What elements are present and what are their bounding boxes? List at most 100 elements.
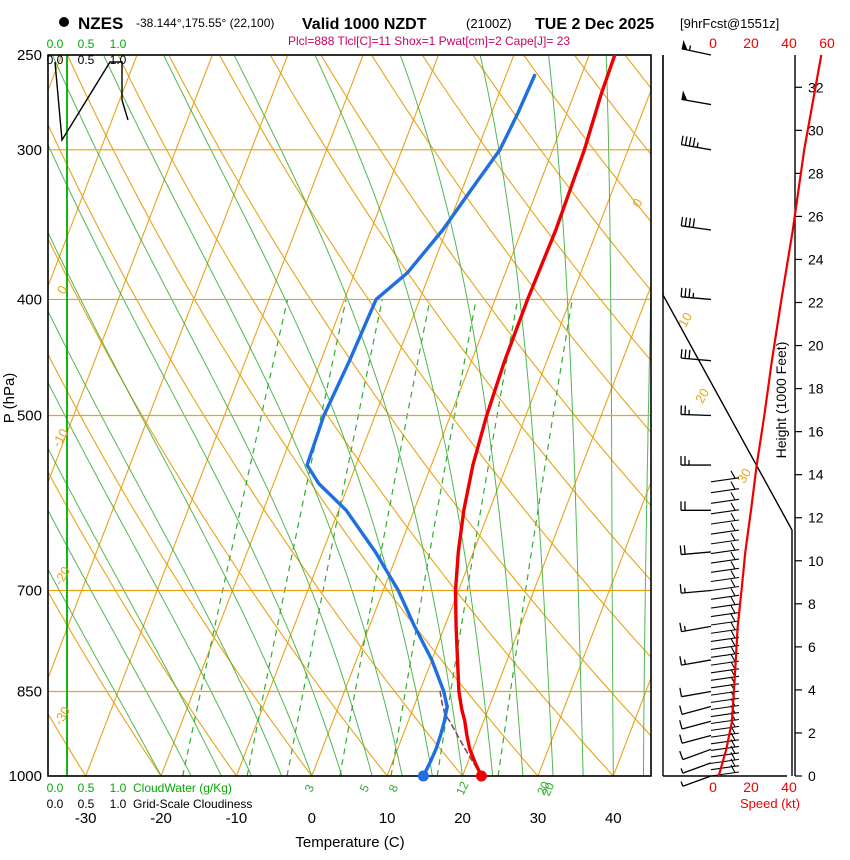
wind-barb <box>679 656 712 666</box>
svg-text:-10: -10 <box>226 810 248 827</box>
svg-text:26: 26 <box>808 208 824 224</box>
svg-text:16: 16 <box>808 424 824 440</box>
svg-text:20: 20 <box>808 338 824 354</box>
svg-text:500: 500 <box>17 408 42 425</box>
svg-text:40: 40 <box>605 810 622 827</box>
svg-text:30: 30 <box>734 466 754 486</box>
plot-frame <box>47 54 652 777</box>
svg-text:400: 400 <box>17 291 42 308</box>
svg-text:10: 10 <box>808 553 824 569</box>
svg-text:40: 40 <box>781 35 797 51</box>
svg-text:1000: 1000 <box>9 768 42 785</box>
axis-labels: 250 300 400 500 700 850 1000 -30 -20 -10 0 10 20 30 40… <box>1 47 622 851</box>
temperature-trace <box>453 55 617 776</box>
wind-barb <box>679 687 712 698</box>
surface-dewpoint-marker <box>417 770 429 782</box>
wind-barb <box>680 405 712 417</box>
wind-barb <box>680 775 712 787</box>
parcel-trace <box>439 690 483 776</box>
svg-text:1.0: 1.0 <box>110 53 127 67</box>
svg-text:60: 60 <box>819 35 835 51</box>
grid-lines <box>48 55 651 776</box>
svg-text:28: 28 <box>808 165 824 181</box>
svg-text:1.0: 1.0 <box>110 781 127 795</box>
svg-text:0: 0 <box>808 768 816 784</box>
svg-text:1.0: 1.0 <box>110 37 127 51</box>
wind-barb <box>679 720 712 730</box>
svg-text:0.0: 0.0 <box>47 37 64 51</box>
svg-text:20: 20 <box>692 386 712 406</box>
cloudwater-label: CloudWater (g/Kg) <box>133 781 232 795</box>
svg-text:12: 12 <box>808 510 824 526</box>
wind-barb <box>680 501 711 511</box>
wind-barb <box>679 748 712 761</box>
svg-text:0: 0 <box>709 35 717 51</box>
gridscale-label: Grid-Scale Cloudiness <box>133 797 252 811</box>
wind-barb <box>680 762 712 774</box>
svg-text:10: 10 <box>379 810 396 827</box>
svg-text:20: 20 <box>454 810 471 827</box>
wind-barb <box>680 216 712 231</box>
svg-text:20: 20 <box>743 779 759 795</box>
height-axis-label: Height (1000 Feet) <box>773 342 789 459</box>
surface-temperature-marker <box>475 770 487 782</box>
svg-text:12: 12 <box>453 779 471 797</box>
svg-text:20: 20 <box>743 35 759 51</box>
wind-barb <box>679 622 712 633</box>
wind-barb <box>679 545 712 556</box>
svg-text:18: 18 <box>808 381 824 397</box>
svg-text:0.0: 0.0 <box>47 53 64 67</box>
svg-text:2: 2 <box>808 725 816 741</box>
svg-text:850: 850 <box>17 683 42 700</box>
x-axis-label: Temperature (C) <box>295 834 404 851</box>
indices-line: Plcl=888 Tlcl[C]=11 Shox=1 Pwat[cm]=2 Ca… <box>288 34 570 48</box>
dewpoint-trace <box>305 73 537 776</box>
svg-text:40: 40 <box>781 779 797 795</box>
svg-text:0.5: 0.5 <box>78 781 95 795</box>
wind-barb <box>679 705 712 715</box>
wind-barb <box>680 456 711 466</box>
svg-text:6: 6 <box>808 639 816 655</box>
svg-text:-20: -20 <box>150 810 172 827</box>
forecast-label: [9hrFcst@1551z] <box>680 16 779 31</box>
svg-text:20: 20 <box>534 779 552 797</box>
wind-barb <box>679 584 712 594</box>
wind-barb <box>681 90 712 106</box>
svg-text:0: 0 <box>308 810 316 827</box>
y-axis-label: P (hPa) <box>1 373 18 424</box>
station-marker <box>59 17 69 27</box>
header: NZES -38.144°,175.55° (22,100) Valid 1000 … <box>59 14 779 48</box>
svg-text:30: 30 <box>808 122 824 138</box>
valid-date: TUE 2 Dec 2025 <box>535 16 654 33</box>
svg-text:250: 250 <box>17 47 42 64</box>
valid-utc: (2100Z) <box>466 16 512 31</box>
speed-axis-label: Speed (kt) <box>740 796 800 811</box>
svg-text:24: 24 <box>808 251 824 267</box>
svg-text:4: 4 <box>808 682 816 698</box>
svg-text:22: 22 <box>808 295 824 311</box>
svg-text:-30: -30 <box>75 810 97 827</box>
cloudwater-ticks: 0.0 0.5 1.0 0.0 0.5 1.0 0.0 0.5 1.0 0.0 0.5 1.0 Clou… <box>47 37 253 811</box>
svg-text:0.5: 0.5 <box>78 797 95 811</box>
wind-barb <box>681 39 712 56</box>
svg-text:20: 20 <box>539 780 557 798</box>
wind-barb <box>680 349 712 362</box>
svg-text:300: 300 <box>17 142 42 159</box>
svg-text:14: 14 <box>808 467 824 483</box>
valid-label: Valid 1000 NZDT <box>302 16 427 33</box>
wind-barb <box>679 734 712 744</box>
svg-text:30: 30 <box>530 810 547 827</box>
speed-trace <box>717 54 823 777</box>
svg-text:1.0: 1.0 <box>110 797 127 811</box>
svg-text:8: 8 <box>808 596 816 612</box>
wind-barb-panel <box>662 39 793 787</box>
station-name: NZES <box>78 14 123 33</box>
svg-text:0.0: 0.0 <box>47 781 64 795</box>
svg-text:700: 700 <box>17 582 42 599</box>
svg-text:0.0: 0.0 <box>47 797 64 811</box>
